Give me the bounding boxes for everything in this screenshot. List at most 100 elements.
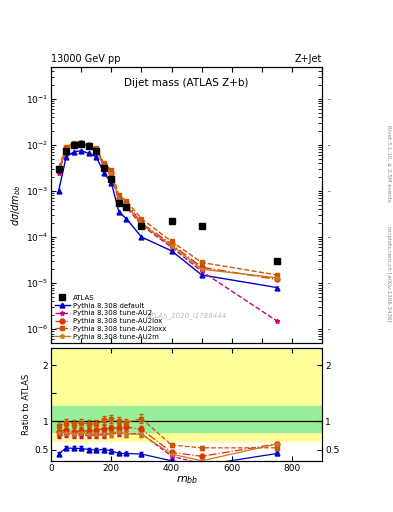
ATLAS <box>199 223 204 229</box>
Pythia 8.308 tune-AU2m <box>64 146 68 153</box>
Pythia 8.308 tune-AU2loxx <box>199 260 204 266</box>
Pythia 8.308 tune-AU2lox <box>169 241 174 247</box>
Pythia 8.308 tune-AU2m <box>139 221 144 227</box>
Pythia 8.308 tune-AU2loxx <box>72 140 76 146</box>
Pythia 8.308 tune-AU2loxx <box>101 160 106 166</box>
Line: Pythia 8.308 tune-AU2: Pythia 8.308 tune-AU2 <box>56 141 279 324</box>
Pythia 8.308 default <box>94 154 99 160</box>
Pythia 8.308 tune-AU2 <box>275 318 279 324</box>
Pythia 8.308 tune-AU2m <box>79 141 84 147</box>
ATLAS <box>72 142 76 148</box>
Pythia 8.308 tune-AU2lox <box>86 142 91 148</box>
Pythia 8.308 tune-AU2 <box>139 222 144 228</box>
Pythia 8.308 tune-AU2 <box>124 204 129 210</box>
Line: Pythia 8.308 tune-AU2loxx: Pythia 8.308 tune-AU2loxx <box>56 140 279 278</box>
Pythia 8.308 default <box>79 147 84 154</box>
Pythia 8.308 tune-AU2loxx <box>79 140 84 146</box>
Pythia 8.308 tune-AU2lox <box>72 141 76 147</box>
ATLAS <box>86 143 91 149</box>
X-axis label: $m_{bb}$: $m_{bb}$ <box>176 474 198 486</box>
Pythia 8.308 tune-AU2lox <box>116 195 121 201</box>
Text: Rivet 3.1.10, ≥ 2.5M events: Rivet 3.1.10, ≥ 2.5M events <box>386 125 391 202</box>
Pythia 8.308 tune-AU2m <box>116 197 121 203</box>
Pythia 8.308 tune-AU2m <box>101 163 106 169</box>
Pythia 8.308 tune-AU2m <box>56 167 61 174</box>
Pythia 8.308 default <box>199 272 204 278</box>
Pythia 8.308 tune-AU2loxx <box>56 164 61 170</box>
Pythia 8.308 default <box>56 188 61 194</box>
Pythia 8.308 default <box>86 151 91 157</box>
Pythia 8.308 tune-AU2lox <box>79 140 84 146</box>
Line: Pythia 8.308 tune-AU2lox: Pythia 8.308 tune-AU2lox <box>56 140 279 282</box>
Text: mcplots.cern.ch [arXiv:1306.3436]: mcplots.cern.ch [arXiv:1306.3436] <box>386 226 391 322</box>
Text: Z+Jet: Z+Jet <box>295 54 322 64</box>
Pythia 8.308 default <box>64 154 68 160</box>
Pythia 8.308 tune-AU2m <box>199 266 204 272</box>
Pythia 8.308 tune-AU2m <box>109 171 114 177</box>
Pythia 8.308 default <box>169 248 174 254</box>
Pythia 8.308 tune-AU2loxx <box>169 239 174 245</box>
Pythia 8.308 tune-AU2 <box>79 141 84 147</box>
Pythia 8.308 tune-AU2lox <box>124 200 129 206</box>
Pythia 8.308 tune-AU2loxx <box>109 167 114 174</box>
ATLAS <box>56 166 61 172</box>
Pythia 8.308 tune-AU2loxx <box>275 272 279 278</box>
Pythia 8.308 default <box>109 180 114 186</box>
Pythia 8.308 tune-AU2 <box>199 268 204 274</box>
Pythia 8.308 tune-AU2loxx <box>116 193 121 199</box>
Pythia 8.308 tune-AU2loxx <box>124 198 129 204</box>
Pythia 8.308 tune-AU2lox <box>199 264 204 270</box>
Text: Dijet mass (ATLAS Z+b): Dijet mass (ATLAS Z+b) <box>125 78 249 88</box>
ATLAS <box>275 258 279 264</box>
ATLAS <box>109 176 114 182</box>
Pythia 8.308 default <box>275 285 279 291</box>
ATLAS <box>169 218 174 224</box>
Pythia 8.308 tune-AU2m <box>72 142 76 148</box>
Pythia 8.308 default <box>72 149 76 155</box>
Pythia 8.308 tune-AU2lox <box>56 167 61 174</box>
Pythia 8.308 tune-AU2 <box>116 198 121 204</box>
Text: 13000 GeV pp: 13000 GeV pp <box>51 54 121 64</box>
Pythia 8.308 tune-AU2loxx <box>86 142 91 148</box>
Pythia 8.308 tune-AU2loxx <box>64 144 68 150</box>
ATLAS <box>94 147 99 154</box>
Pythia 8.308 tune-AU2m <box>275 275 279 281</box>
Legend: ATLAS, Pythia 8.308 default, Pythia 8.308 tune-AU2, Pythia 8.308 tune-AU2lox, Py: ATLAS, Pythia 8.308 default, Pythia 8.30… <box>55 295 166 339</box>
Pythia 8.308 tune-AU2loxx <box>94 145 99 151</box>
Pythia 8.308 tune-AU2 <box>101 163 106 169</box>
Pythia 8.308 tune-AU2lox <box>94 146 99 152</box>
Y-axis label: Ratio to ATLAS: Ratio to ATLAS <box>22 374 31 435</box>
Pythia 8.308 tune-AU2 <box>94 147 99 153</box>
Pythia 8.308 tune-AU2 <box>64 147 68 154</box>
Bar <box>51 348 322 441</box>
Pythia 8.308 default <box>124 216 129 222</box>
Pythia 8.308 tune-AU2lox <box>275 276 279 283</box>
Line: Pythia 8.308 default: Pythia 8.308 default <box>56 148 279 290</box>
ATLAS <box>116 200 121 206</box>
ATLAS <box>79 141 84 147</box>
ATLAS <box>139 223 144 229</box>
Pythia 8.308 tune-AU2m <box>86 143 91 149</box>
Pythia 8.308 tune-AU2m <box>94 146 99 153</box>
ATLAS <box>101 164 106 170</box>
Pythia 8.308 tune-AU2m <box>124 202 129 208</box>
Pythia 8.308 default <box>101 169 106 176</box>
Text: ATLAS_2020_I1788444: ATLAS_2020_I1788444 <box>147 312 227 319</box>
Pythia 8.308 tune-AU2 <box>56 169 61 176</box>
Pythia 8.308 tune-AU2m <box>169 243 174 249</box>
Line: ATLAS: ATLAS <box>55 141 280 264</box>
Pythia 8.308 tune-AU2 <box>86 143 91 149</box>
Pythia 8.308 tune-AU2lox <box>101 161 106 167</box>
Pythia 8.308 tune-AU2 <box>72 142 76 148</box>
Pythia 8.308 tune-AU2 <box>169 244 174 250</box>
Pythia 8.308 tune-AU2lox <box>109 169 114 176</box>
Y-axis label: $d\sigma/dm_{bb}$: $d\sigma/dm_{bb}$ <box>9 184 23 226</box>
Pythia 8.308 tune-AU2lox <box>64 145 68 151</box>
Pythia 8.308 default <box>139 234 144 240</box>
Pythia 8.308 tune-AU2lox <box>139 220 144 226</box>
ATLAS <box>124 204 129 210</box>
Pythia 8.308 default <box>116 209 121 215</box>
Pythia 8.308 tune-AU2 <box>109 172 114 178</box>
Pythia 8.308 tune-AU2loxx <box>139 216 144 222</box>
Bar <box>51 406 322 432</box>
